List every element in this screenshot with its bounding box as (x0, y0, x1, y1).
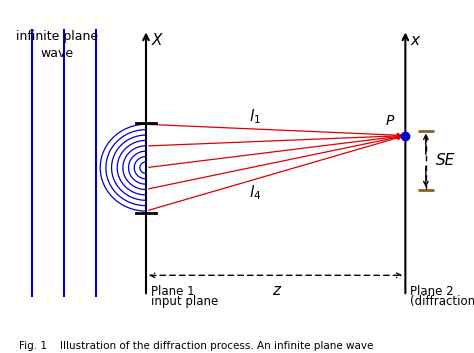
Text: z: z (272, 283, 280, 298)
Text: Plane 1: Plane 1 (151, 285, 194, 298)
Text: $l_1$: $l_1$ (249, 107, 261, 126)
Text: input plane: input plane (151, 294, 218, 307)
Text: X: X (152, 33, 162, 48)
Text: (diffraction plane): (diffraction plane) (410, 294, 474, 307)
Text: x: x (411, 33, 420, 48)
Text: Fig. 1    Illustration of the diffraction process. An infinite plane wave: Fig. 1 Illustration of the diffraction p… (19, 341, 374, 351)
Text: Plane 2: Plane 2 (410, 285, 454, 298)
Text: P: P (386, 114, 394, 128)
Text: SE: SE (436, 153, 455, 168)
Text: $l_4$: $l_4$ (249, 183, 261, 202)
Text: infinite plane
wave: infinite plane wave (16, 30, 98, 60)
